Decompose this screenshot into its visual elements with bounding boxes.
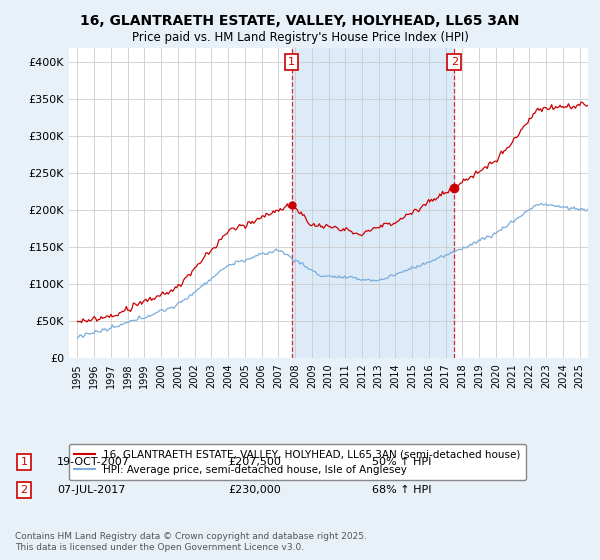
- Text: Price paid vs. HM Land Registry's House Price Index (HPI): Price paid vs. HM Land Registry's House …: [131, 31, 469, 44]
- Text: 2: 2: [451, 57, 458, 67]
- Text: 2: 2: [20, 485, 28, 495]
- Text: 1: 1: [288, 57, 295, 67]
- Text: 16, GLANTRAETH ESTATE, VALLEY, HOLYHEAD, LL65 3AN: 16, GLANTRAETH ESTATE, VALLEY, HOLYHEAD,…: [80, 14, 520, 28]
- Text: 68% ↑ HPI: 68% ↑ HPI: [372, 485, 431, 495]
- Bar: [292, 48, 454, 358]
- Legend: 16, GLANTRAETH ESTATE, VALLEY, HOLYHEAD, LL65 3AN (semi-detached house), HPI: Av: 16, GLANTRAETH ESTATE, VALLEY, HOLYHEAD,…: [69, 445, 526, 480]
- Text: £207,500: £207,500: [228, 457, 281, 467]
- Text: 50% ↑ HPI: 50% ↑ HPI: [372, 457, 431, 467]
- Text: £230,000: £230,000: [228, 485, 281, 495]
- Text: 19-OCT-2007: 19-OCT-2007: [57, 457, 130, 467]
- Text: 1: 1: [20, 457, 28, 467]
- Text: Contains HM Land Registry data © Crown copyright and database right 2025.
This d: Contains HM Land Registry data © Crown c…: [15, 532, 367, 552]
- Text: 07-JUL-2017: 07-JUL-2017: [57, 485, 125, 495]
